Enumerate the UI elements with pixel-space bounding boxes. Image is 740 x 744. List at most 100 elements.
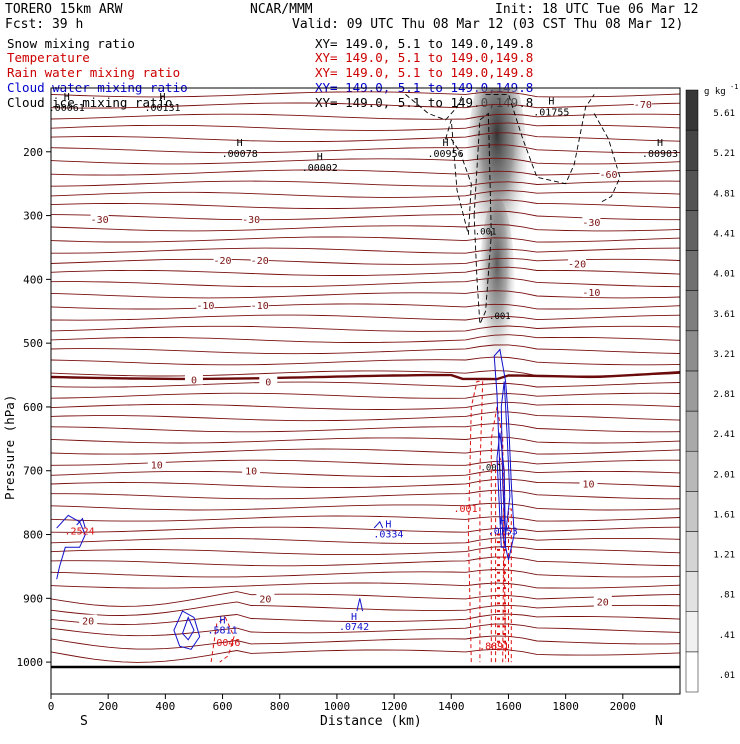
field-xy-temperature: XY= 149.0, 5.1 to 149.0,149.8 <box>315 50 533 65</box>
temperature-contour <box>51 515 680 522</box>
temperature-contour <box>51 392 680 399</box>
temperature-label-bg <box>259 375 278 387</box>
x-tick-label: 800 <box>270 700 290 713</box>
colorbar-label: 4.41 <box>713 229 735 239</box>
temperature-contour <box>51 436 680 444</box>
x-tick-label: 1600 <box>495 700 522 713</box>
forecast-hour: Fcst: 39 h <box>5 17 83 32</box>
x-tick-label: 1200 <box>381 700 408 713</box>
temperature-contour <box>51 132 680 143</box>
snow-max-value: .00061 <box>49 103 85 114</box>
field-label-cloud-ice: Cloud ice mixing ratio <box>7 95 173 110</box>
temperature-label-bg <box>593 595 612 607</box>
temperature-contour <box>51 157 680 165</box>
colorbar-swatch <box>685 170 699 211</box>
temperature-contour <box>51 448 680 455</box>
x-tick-label: 200 <box>98 700 118 713</box>
temperature-contour <box>51 247 680 254</box>
cloud-ice-contours <box>405 93 621 325</box>
colorbar: .01 .41 .81 1.21 1.61 2.01 2.41 2.81 3.21 3.61 4.0… <box>685 89 735 693</box>
colorbar-units: g kg <box>704 87 726 97</box>
temperature-contour <box>51 648 680 663</box>
temperature-contour <box>51 91 680 98</box>
snow-max-marker: H <box>317 152 323 163</box>
plot-frame <box>50 87 681 695</box>
y-tick-label: 600 <box>23 401 43 414</box>
freezing-level-contour <box>51 371 680 381</box>
rain-label: .2524 <box>65 527 95 538</box>
rain-label: .0046 <box>210 638 240 649</box>
temperature-label-bg <box>582 286 601 298</box>
x-tick-label: 400 <box>155 700 175 713</box>
snow-max-value: .01755 <box>533 107 569 118</box>
snow-max-marker: H <box>657 138 663 149</box>
temperature-contour <box>51 411 680 422</box>
rain-contour <box>467 380 484 663</box>
temperature-label-bg <box>633 97 652 109</box>
temperature-contour <box>51 478 680 489</box>
snow-shading-layer <box>467 88 528 388</box>
y-tick-label: 200 <box>23 146 43 159</box>
temperature-label-bg <box>582 215 601 227</box>
temperature-label-bg <box>579 477 598 489</box>
temperature-contour <box>51 266 680 276</box>
colorbar-swatch <box>685 651 699 693</box>
temperature-label-bg <box>250 298 269 310</box>
cloud-ice-contour <box>485 93 595 185</box>
colorbar-label: 3.21 <box>713 350 735 360</box>
snow-max-marker: H <box>443 138 449 149</box>
temperature-contour <box>51 423 680 433</box>
x-axis-label: Distance (km) <box>320 714 422 729</box>
cloud-water-max-value: .0334 <box>373 530 403 541</box>
colorbar-swatch <box>685 89 699 131</box>
snow-plume-lower <box>479 197 516 388</box>
y-tick-label: 900 <box>23 592 43 605</box>
temperature-contour <box>51 169 680 176</box>
temperature-label-bg <box>79 614 98 626</box>
temperature-contour <box>51 469 680 477</box>
colorbar-swatch <box>685 450 699 492</box>
field-label-snow: Snow mixing ratio <box>7 36 135 51</box>
temperature-label: -30 <box>242 215 260 226</box>
temperature-contour <box>51 601 680 616</box>
temperature-contour <box>51 210 680 221</box>
valid-time: Valid: 09 UTC Thu 08 Mar 12 (03 CST Thu … <box>292 17 683 32</box>
temperature-contour <box>51 290 680 299</box>
temperature-label: 20 <box>259 594 271 605</box>
temperature-contour <box>51 102 680 109</box>
y-tick-label: 700 <box>23 465 43 478</box>
init-time: Init: 18 UTC Tue 06 Mar 12 <box>495 2 699 17</box>
snow-max-value: .00903 <box>642 149 678 160</box>
temperature-label: -70 <box>634 100 652 111</box>
cloud-water-contours <box>56 348 515 650</box>
colorbar-label: 2.81 <box>713 390 735 400</box>
colorbar-units-exponent: -1 <box>730 83 738 91</box>
colorbar-swatch <box>685 210 699 251</box>
north-label: N <box>655 714 663 729</box>
temperature-contour <box>51 122 680 131</box>
colorbar-label: 2.01 <box>713 470 735 480</box>
temperature-label-bg <box>147 458 166 470</box>
colorbar-label: 5.61 <box>713 109 735 119</box>
cloud-ice-contour <box>444 119 472 235</box>
temperature-contour <box>51 582 680 589</box>
snow-max-value: .00078 <box>222 149 258 160</box>
cloud-water-contour <box>493 348 515 561</box>
temperature-label: 10 <box>245 467 257 478</box>
temperature-label: 0 <box>191 376 197 387</box>
y-tick-label: 400 <box>23 273 43 286</box>
temperature-label: 20 <box>597 598 609 609</box>
temperature-label-bg <box>242 464 261 476</box>
y-tick-label: 500 <box>23 337 43 350</box>
colorbar-swatch <box>685 330 699 372</box>
temperature-contour <box>51 113 680 120</box>
temperature-label: -10 <box>251 301 269 312</box>
cloud-water-max-marker: H <box>351 612 357 623</box>
snow-max-value: .00956 <box>427 149 463 160</box>
colorbar-swatch <box>685 571 699 612</box>
snow-max-marker: H <box>548 96 554 107</box>
temperature-contour <box>51 381 680 388</box>
model-title: TORERO 15km ARW <box>5 2 123 17</box>
colorbar-label: 5.21 <box>713 149 735 159</box>
